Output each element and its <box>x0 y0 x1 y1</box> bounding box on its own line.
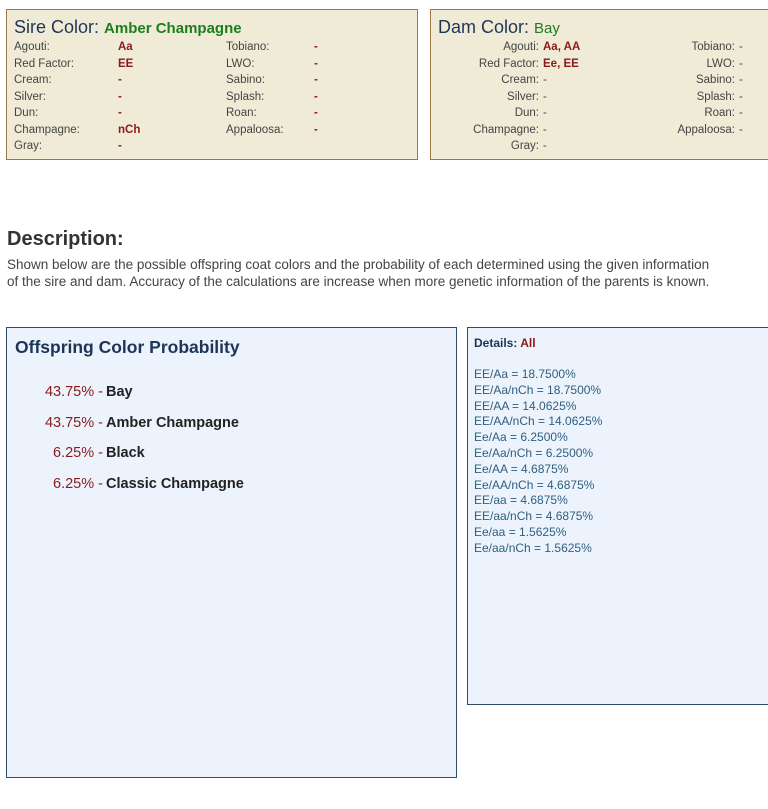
dam-gene-label: Tobiano: <box>691 41 735 53</box>
sire-gene-label: Agouti: <box>14 41 50 53</box>
genotype-probability-line: EE/Aa = 18.7500% <box>474 367 576 381</box>
genotype-probability-line: Ee/aa/nCh = 1.5625% <box>474 540 592 555</box>
details-label: Details: <box>474 336 518 350</box>
genotype-probability-line: Ee/Aa = 6.2500% <box>474 430 568 445</box>
genotype-probability-line: Ee/aa = 1.5625% <box>474 524 567 539</box>
genotype-probability-line: Ee/AA/nCh = 4.6875% <box>474 477 595 492</box>
sire-gene-value: - <box>314 41 318 53</box>
dam-gene-label: Gray: <box>510 140 539 152</box>
offspring-percentage: 43.75% - <box>44 384 103 400</box>
sire-gene-label: Champagne: <box>14 123 80 136</box>
dam-gene-label: Splash: <box>696 90 735 103</box>
dam-gene-value: - <box>739 41 743 53</box>
sire-gene-value: - <box>314 107 318 119</box>
sire-gene-value: - <box>118 107 122 119</box>
dam-gene-value: - <box>543 123 547 136</box>
genotype-probability-line: EE/Aa/nCh = 18.7500% <box>474 382 602 397</box>
details-header: Details: All <box>474 336 536 350</box>
sire-gene-value: EE <box>118 57 134 70</box>
sire-gene-value: - <box>314 90 318 103</box>
sire-gene-label: Silver: <box>14 90 46 103</box>
sire-gene-label: Cream: <box>14 74 52 86</box>
dam-gene-value: - <box>739 123 743 136</box>
details-panel: Details: All EE/Aa = 18.7500% EE/Aa/nCh =… <box>467 327 768 705</box>
dam-gene-label: Dun: <box>514 107 539 119</box>
genotype-probability-line: EE/aa/nCh = 4.6875% <box>474 509 594 524</box>
sire-gene-value: nCh <box>118 123 141 136</box>
sire-gene-label: Gray: <box>14 140 43 152</box>
sire-color-heading: Sire Color: Amber Champagne <box>14 17 242 38</box>
dam-gene-value: - <box>739 90 743 103</box>
offspring-percentage: 6.25% - <box>53 445 103 462</box>
sire-gene-value: - <box>118 74 122 86</box>
offspring-percentage: 6.25% - <box>53 475 103 492</box>
dam-gene-label: Cream: <box>501 74 539 86</box>
sire-color-card: Sire Color: Amber Champagne Agouti: Aa Red… <box>6 9 418 160</box>
details-filter-value[interactable]: All <box>520 336 536 350</box>
dam-gene-label: Appaloosa: <box>677 123 735 136</box>
sire-gene-label: Splash: <box>226 90 265 103</box>
sire-gene-label: Red Factor: <box>14 57 75 70</box>
offspring-color-name: Classic Champagne <box>106 475 244 492</box>
dam-color-card: Dam Color: Bay Agouti: Aa, AA Red Factor: E… <box>430 9 768 160</box>
description-text: Shown below are the possible offspring c… <box>7 257 710 289</box>
dam-gene-label: Sabino: <box>695 74 735 86</box>
sire-color-label: Sire Color: <box>14 17 100 37</box>
sire-gene-value: - <box>118 140 122 152</box>
offspring-color-name: Black <box>106 445 145 462</box>
offspring-percentage: 43.75% - <box>44 414 103 431</box>
dam-gene-label: Roan: <box>704 107 735 119</box>
sire-gene-value: - <box>314 57 318 70</box>
sire-color-value: Amber Champagne <box>104 20 242 37</box>
sire-gene-label: Dun: <box>14 107 39 119</box>
dam-color-heading: Dam Color: Bay <box>438 17 560 38</box>
sire-gene-label: Roan: <box>226 107 257 119</box>
dam-gene-value: - <box>739 57 743 70</box>
offspring-color-name: Bay <box>106 384 133 400</box>
sire-gene-label: Tobiano: <box>226 41 270 53</box>
description-heading: Description: <box>7 228 124 250</box>
offspring-panel-title: Offspring Color Probability <box>15 337 240 357</box>
dam-gene-label: Champagne: <box>473 123 539 136</box>
offspring-color-name: Amber Champagne <box>106 414 239 431</box>
dam-gene-label: Red Factor: <box>478 57 539 70</box>
genotype-probability-line: EE/AA/nCh = 14.0625% <box>474 414 603 429</box>
dam-gene-value: - <box>543 107 547 119</box>
sire-gene-label: LWO: <box>226 57 255 70</box>
dam-gene-label: LWO: <box>706 57 735 70</box>
dam-gene-value: Ee, EE <box>543 57 579 70</box>
offspring-probability-panel: Offspring Color Probability 43.75% - Bay 4… <box>6 327 457 778</box>
dam-gene-value: - <box>739 107 743 119</box>
dam-gene-value: - <box>543 90 547 103</box>
dam-gene-value: Aa, AA <box>543 41 581 53</box>
sire-gene-value: - <box>118 90 122 103</box>
dam-color-label: Dam Color: <box>438 17 530 37</box>
genotype-probability-line: Ee/Aa/nCh = 6.2500% <box>474 445 594 460</box>
dam-gene-label: Agouti: <box>503 41 539 53</box>
genotype-probability-line: EE/aa = 4.6875% <box>474 493 568 508</box>
sire-gene-value: - <box>314 123 318 136</box>
dam-gene-value: - <box>543 140 547 152</box>
sire-gene-value: Aa <box>118 41 133 53</box>
details-list: EE/Aa = 18.7500% EE/Aa/nCh = 18.7500% EE/A… <box>474 367 602 557</box>
dam-gene-value: - <box>543 74 547 86</box>
sire-gene-label: Sabino: <box>226 74 266 86</box>
dam-gene-label: Silver: <box>507 90 539 103</box>
dam-gene-value: - <box>739 74 743 86</box>
genotype-probability-line: Ee/AA = 4.6875% <box>474 461 569 476</box>
genotype-probability-line: EE/AA = 14.0625% <box>474 398 577 413</box>
sire-gene-value: - <box>314 74 318 86</box>
sire-gene-label: Appaloosa: <box>226 123 284 136</box>
dam-color-value: Bay <box>534 20 560 37</box>
